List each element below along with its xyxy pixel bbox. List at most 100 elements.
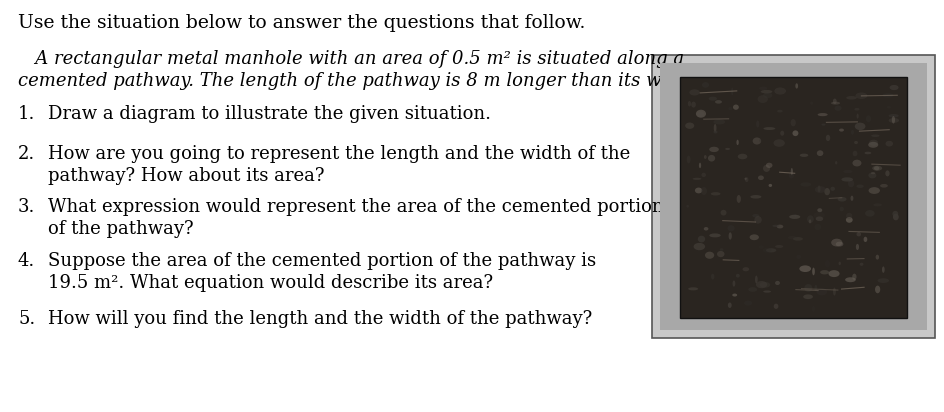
Ellipse shape (710, 192, 719, 195)
Ellipse shape (713, 131, 716, 133)
Text: A rectangular metal manhole with an area of 0.5 m² is situated along a: A rectangular metal manhole with an area… (18, 50, 683, 68)
Ellipse shape (727, 302, 731, 308)
Ellipse shape (851, 160, 861, 166)
Ellipse shape (790, 168, 792, 175)
Ellipse shape (834, 105, 841, 111)
Ellipse shape (704, 252, 714, 259)
Text: pathway? How about its area?: pathway? How about its area? (48, 167, 324, 185)
Ellipse shape (853, 108, 859, 110)
Ellipse shape (877, 278, 888, 283)
Ellipse shape (834, 161, 836, 164)
Ellipse shape (697, 236, 704, 242)
Ellipse shape (830, 102, 839, 105)
Ellipse shape (735, 274, 739, 278)
Ellipse shape (758, 246, 763, 249)
Ellipse shape (854, 92, 867, 99)
Ellipse shape (794, 214, 796, 217)
Ellipse shape (762, 165, 769, 172)
Ellipse shape (710, 274, 714, 279)
Text: Suppose the area of the cemented portion of the pathway is: Suppose the area of the cemented portion… (48, 252, 596, 270)
Ellipse shape (809, 102, 812, 105)
Ellipse shape (837, 262, 840, 265)
Ellipse shape (824, 260, 829, 267)
Ellipse shape (816, 150, 822, 156)
Ellipse shape (820, 124, 825, 126)
Ellipse shape (851, 130, 853, 135)
Ellipse shape (816, 288, 826, 295)
Ellipse shape (874, 286, 879, 293)
Ellipse shape (823, 188, 829, 195)
Ellipse shape (814, 285, 817, 291)
Ellipse shape (863, 237, 867, 242)
Ellipse shape (773, 87, 785, 95)
Ellipse shape (762, 93, 771, 98)
Text: Use the situation below to answer the questions that follow.: Use the situation below to answer the qu… (18, 14, 584, 32)
Ellipse shape (687, 101, 690, 106)
Ellipse shape (817, 208, 821, 212)
Ellipse shape (859, 263, 863, 266)
Ellipse shape (742, 267, 749, 271)
Ellipse shape (834, 242, 842, 246)
Text: How will you find the length and the width of the pathway?: How will you find the length and the wid… (48, 310, 592, 328)
Ellipse shape (868, 142, 877, 148)
Ellipse shape (716, 251, 724, 257)
Text: 5.: 5. (18, 310, 35, 328)
Ellipse shape (758, 139, 761, 142)
Ellipse shape (763, 127, 774, 130)
Ellipse shape (776, 110, 782, 112)
Ellipse shape (755, 281, 767, 288)
Ellipse shape (703, 155, 706, 159)
Ellipse shape (868, 140, 877, 146)
Ellipse shape (780, 131, 784, 136)
Ellipse shape (771, 225, 779, 227)
Ellipse shape (757, 95, 767, 103)
Ellipse shape (749, 234, 758, 240)
Ellipse shape (850, 196, 852, 201)
Ellipse shape (788, 215, 800, 219)
Ellipse shape (755, 120, 758, 128)
Ellipse shape (750, 195, 761, 199)
Ellipse shape (838, 129, 843, 131)
Ellipse shape (724, 148, 729, 150)
Ellipse shape (887, 114, 898, 117)
Ellipse shape (688, 89, 699, 96)
Ellipse shape (864, 152, 870, 154)
Ellipse shape (766, 248, 775, 253)
Ellipse shape (687, 287, 698, 290)
Ellipse shape (760, 90, 771, 94)
Ellipse shape (693, 243, 704, 250)
Ellipse shape (792, 130, 798, 136)
Text: 19.5 m². What equation would describe its area?: 19.5 m². What equation would describe it… (48, 274, 493, 292)
Ellipse shape (753, 216, 761, 224)
Ellipse shape (814, 186, 825, 193)
Ellipse shape (881, 267, 884, 273)
Ellipse shape (774, 245, 783, 248)
Ellipse shape (690, 102, 695, 108)
Ellipse shape (754, 276, 757, 283)
Ellipse shape (868, 187, 879, 194)
Ellipse shape (799, 265, 810, 272)
Ellipse shape (796, 255, 801, 259)
Ellipse shape (825, 135, 830, 141)
Ellipse shape (847, 180, 853, 187)
Ellipse shape (744, 178, 746, 180)
Ellipse shape (815, 216, 822, 221)
Ellipse shape (715, 100, 721, 104)
Ellipse shape (686, 156, 690, 164)
Ellipse shape (788, 172, 793, 178)
Ellipse shape (828, 270, 838, 277)
Ellipse shape (696, 111, 703, 117)
Ellipse shape (792, 237, 802, 241)
Ellipse shape (831, 239, 841, 246)
Text: 3.: 3. (18, 198, 35, 216)
Ellipse shape (830, 187, 834, 191)
Bar (659, 63, 926, 330)
Ellipse shape (811, 306, 814, 312)
Ellipse shape (800, 182, 810, 187)
Ellipse shape (855, 114, 858, 119)
Ellipse shape (842, 170, 851, 173)
Ellipse shape (709, 147, 718, 152)
Ellipse shape (799, 154, 807, 157)
Ellipse shape (713, 119, 724, 124)
Ellipse shape (879, 184, 886, 187)
